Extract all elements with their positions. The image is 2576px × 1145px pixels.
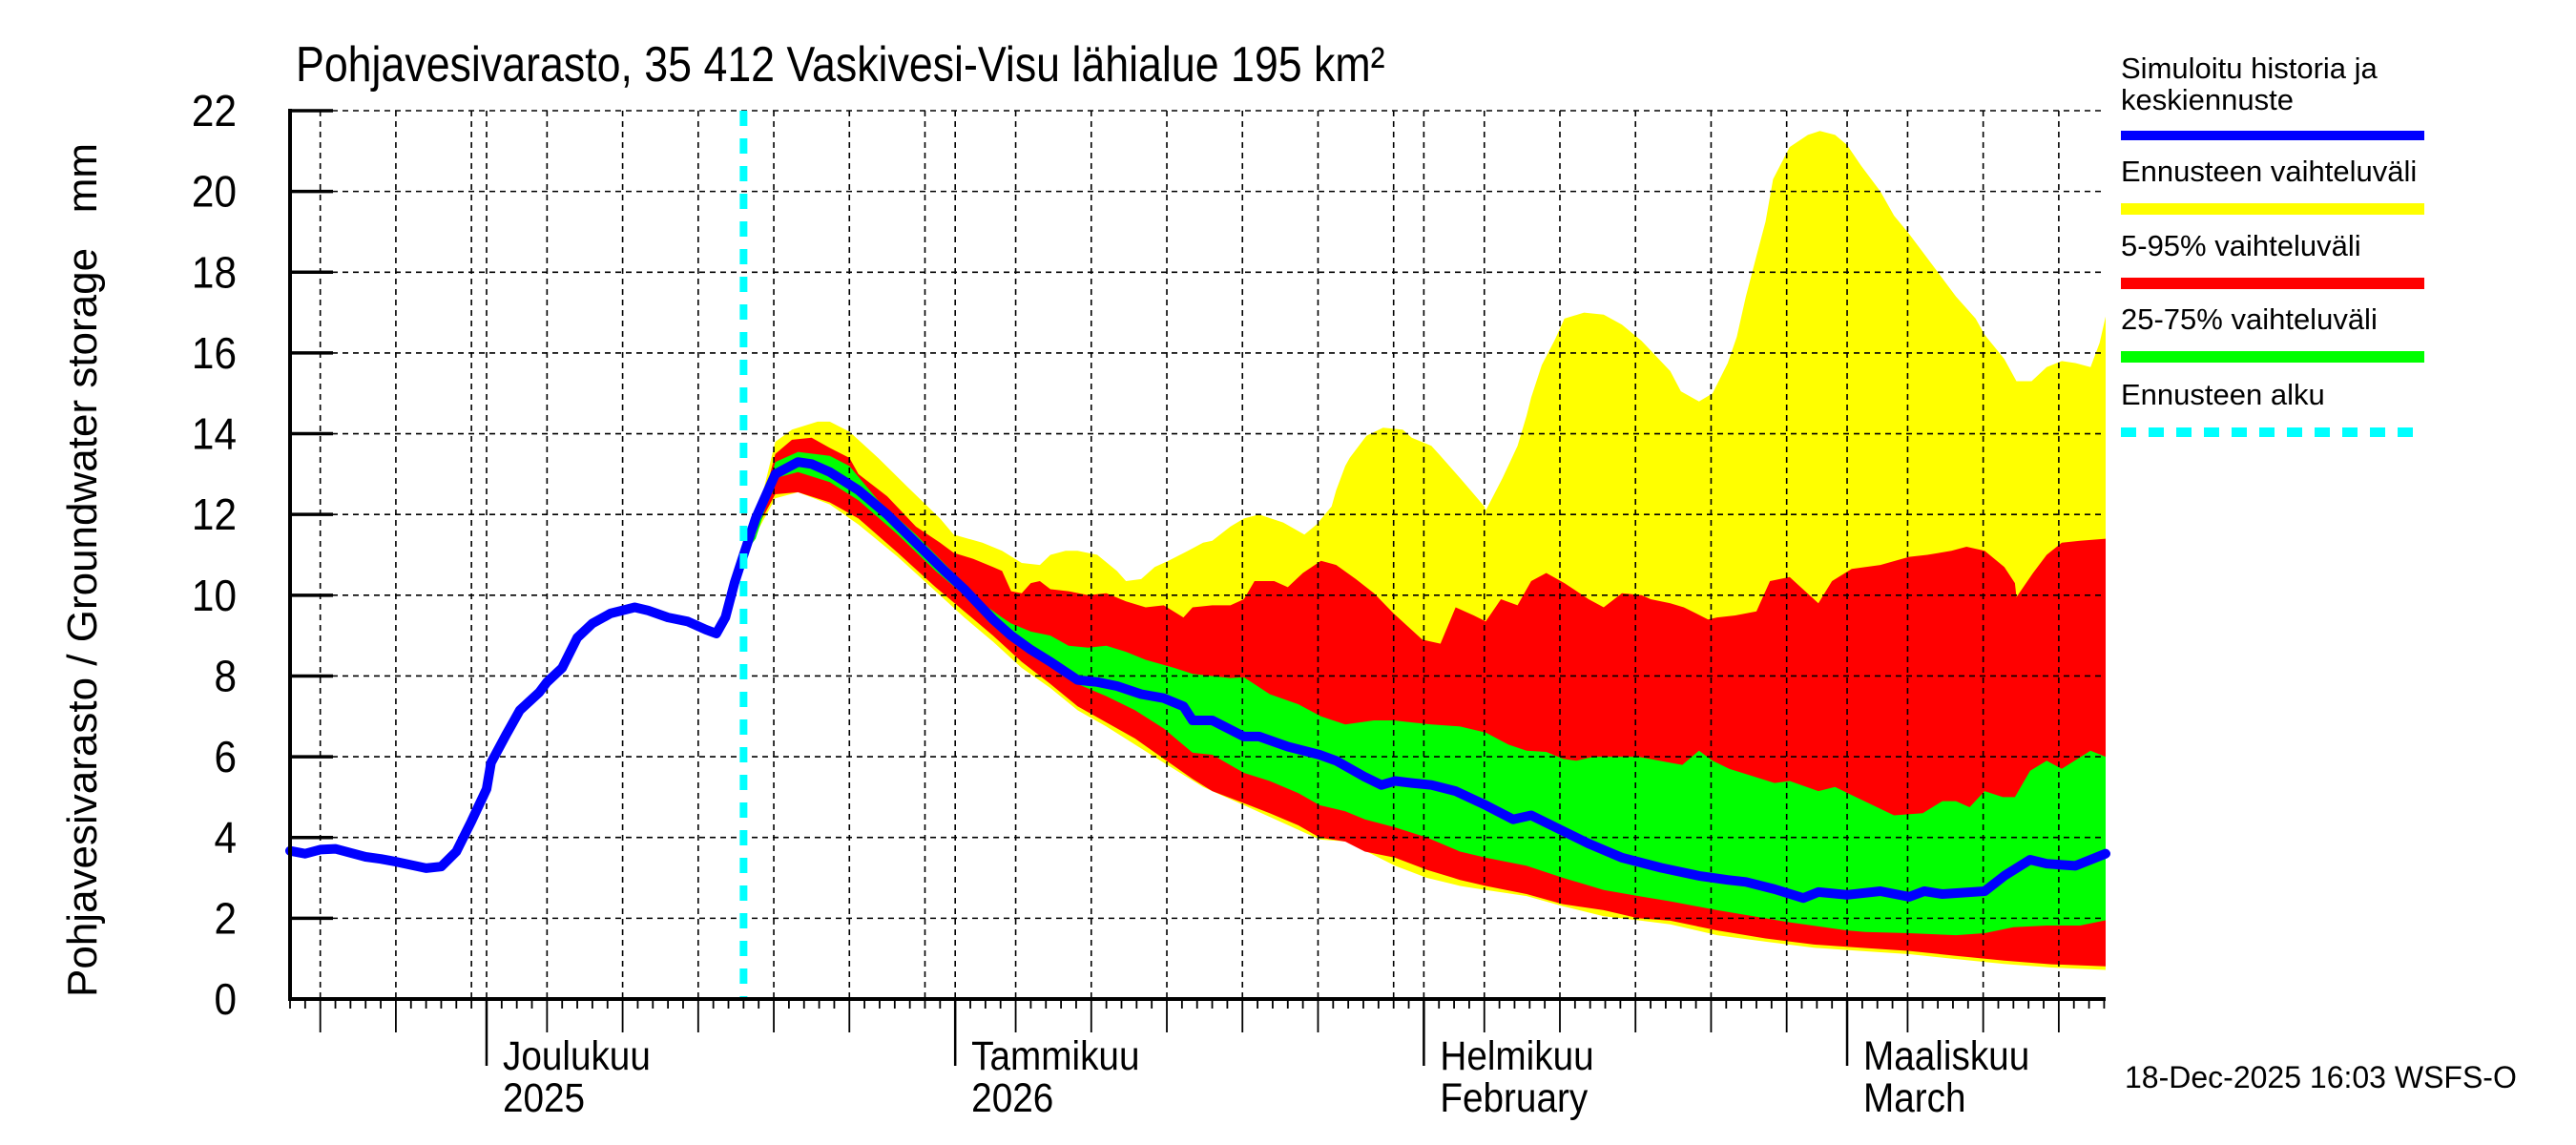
legend-item: Ennusteen alku <box>2121 378 2424 437</box>
y-tick-label: 2 <box>214 895 237 944</box>
timestamp: 18-Dec-2025 16:03 WSFS-O <box>2125 1060 2517 1094</box>
month-label-line1: Joulukuu <box>503 1032 651 1078</box>
y-tick-label: 20 <box>192 168 237 217</box>
axes <box>288 109 2106 1066</box>
legend-label: Ennusteen alku <box>2121 378 2325 411</box>
y-tick-label: 8 <box>214 653 237 701</box>
month-label-line1: Tammikuu <box>971 1032 1139 1078</box>
legend-label: 5-95% vaihteluväli <box>2121 229 2361 262</box>
legend-item: 25-75% vaihteluväli <box>2121 302 2424 363</box>
series-lines <box>285 457 2110 904</box>
y-tick-label: 4 <box>214 814 237 863</box>
month-label-line2: March <box>1863 1074 1965 1120</box>
y-axis-label: Pohjavesivarasto / Groundwater storage m… <box>59 143 106 997</box>
forecast-bands <box>743 131 2106 970</box>
month-label-line1: Maaliskuu <box>1863 1032 2029 1078</box>
y-tick-label: 10 <box>192 572 237 620</box>
month-label-line2: 2025 <box>503 1074 585 1120</box>
grid-lines <box>290 110 2106 999</box>
legend-label: Ennusteen vaihteluväli <box>2121 155 2417 188</box>
legend-label: 25-75% vaihteluväli <box>2121 302 2378 336</box>
y-tick-label: 12 <box>192 491 237 540</box>
legend-item: Ennusteen vaihteluväli <box>2121 155 2424 215</box>
legend-label: Simuloitu historia ja <box>2121 52 2379 85</box>
band-25-75-vaihteluv-li <box>743 451 2106 936</box>
median-line <box>285 457 2110 904</box>
month-label-line1: Helmikuu <box>1440 1032 1593 1078</box>
y-tick-label: 14 <box>192 410 237 459</box>
y-tick-label: 22 <box>192 87 237 135</box>
y-tick-label: 18 <box>192 249 237 298</box>
y-tick-label: 0 <box>214 975 237 1024</box>
month-label-line2: February <box>1440 1074 1588 1120</box>
legend-label-line2: keskiennuste <box>2121 83 2294 116</box>
month-label-line2: 2026 <box>971 1074 1053 1120</box>
chart-title: Pohjavesivarasto, 35 412 Vaskivesi-Visu … <box>296 37 1385 93</box>
y-tick-label: 6 <box>214 734 237 782</box>
legend-item: 5-95% vaihteluväli <box>2121 229 2424 289</box>
y-tick-labels: 0 2 4 6 8 10 12 14 16 18 20 22 <box>192 87 237 1024</box>
y-tick-label: 16 <box>192 329 237 378</box>
